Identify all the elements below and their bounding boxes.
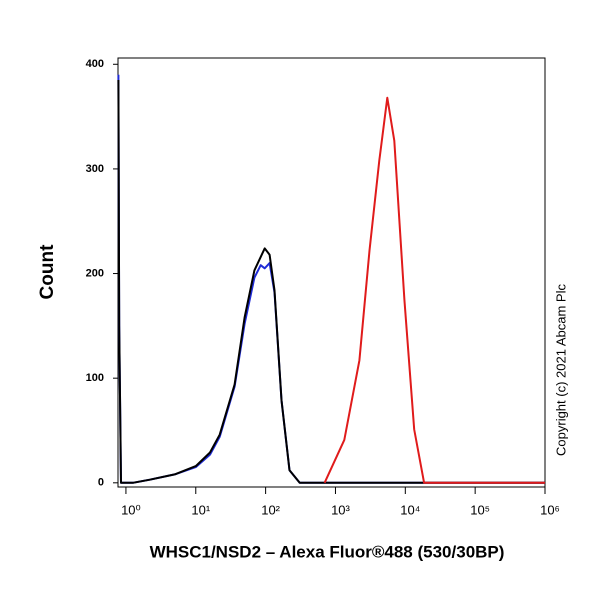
series-line: [117, 74, 545, 484]
x-tick-label: 10¹: [191, 502, 210, 517]
y-axis-label: Count: [37, 244, 58, 300]
series-line: [323, 96, 545, 484]
x-tick-label: 10³: [331, 502, 350, 517]
y-tick-label: 0: [98, 477, 104, 489]
plot-frame: [117, 57, 546, 488]
x-tick-label: 10⁵: [470, 502, 490, 517]
y-tick-label: 100: [86, 372, 104, 384]
x-axis-label: WHSC1/NSD2 – Alexa Fluor®488 (530/30BP): [150, 542, 505, 561]
series-line: [117, 79, 545, 484]
x-tick-label: 10²: [261, 502, 280, 517]
copyright: Copyright (c) 2021 Abcam Plc: [553, 284, 568, 456]
x-tick-label: 10⁴: [400, 502, 420, 517]
x-tick-label: 10⁶: [540, 502, 560, 517]
y-tick-label: 400: [86, 58, 104, 70]
x-tick-label: 10⁰: [121, 502, 141, 517]
y-tick-label: 200: [86, 267, 104, 279]
y-tick-label: 300: [86, 163, 104, 175]
